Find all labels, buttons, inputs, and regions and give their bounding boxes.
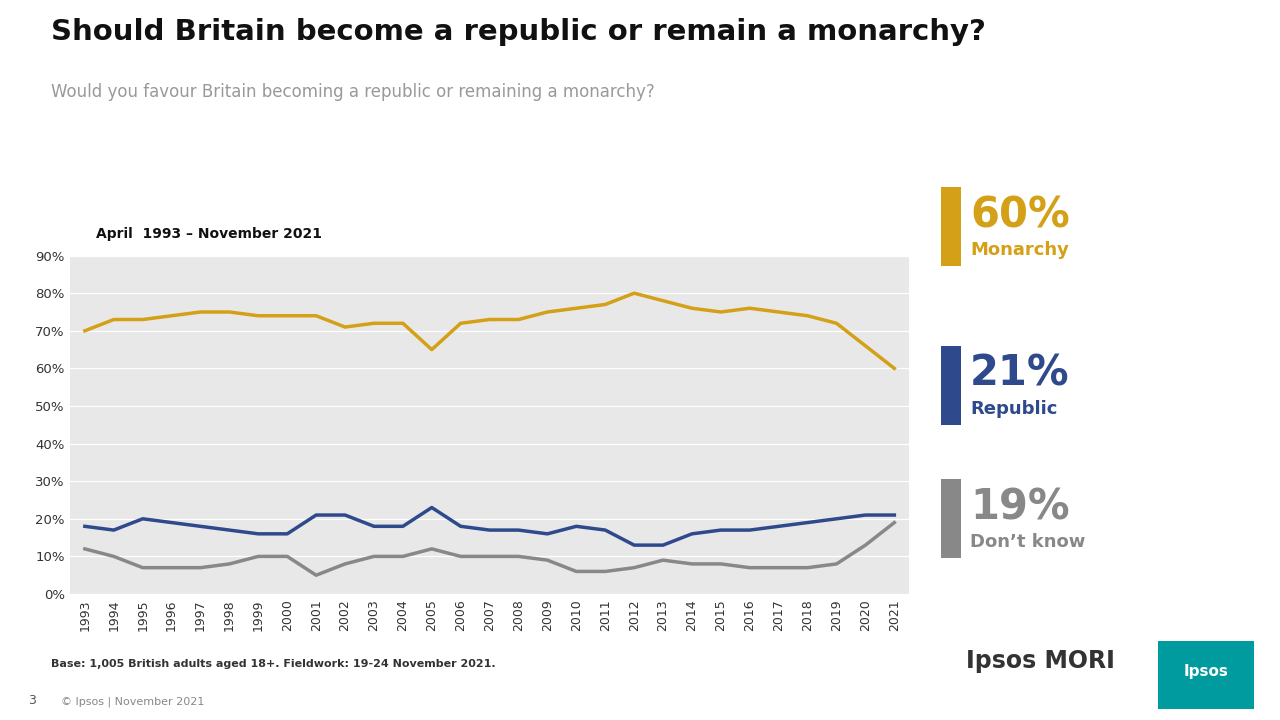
Text: Ipsos MORI: Ipsos MORI: [966, 649, 1115, 673]
Text: Would you favour Britain becoming a republic or remaining a monarchy?: Would you favour Britain becoming a repu…: [51, 83, 655, 101]
Text: © Ipsos | November 2021: © Ipsos | November 2021: [61, 696, 205, 707]
Text: Ipsos: Ipsos: [1184, 664, 1229, 679]
Text: 21%: 21%: [970, 353, 1070, 395]
Text: 60%: 60%: [970, 194, 1070, 236]
Text: Should Britain become a republic or remain a monarchy?: Should Britain become a republic or rema…: [51, 18, 986, 46]
Text: Republic: Republic: [970, 400, 1057, 418]
Text: 19%: 19%: [970, 486, 1070, 528]
Text: Monarchy: Monarchy: [970, 241, 1069, 259]
Text: Base: 1,005 British adults aged 18+. Fieldwork: 19-24 November 2021.: Base: 1,005 British adults aged 18+. Fie…: [51, 659, 495, 669]
Text: 3: 3: [28, 694, 36, 707]
Text: April  1993 – November 2021: April 1993 – November 2021: [96, 228, 323, 241]
Text: Don’t know: Don’t know: [970, 533, 1085, 551]
